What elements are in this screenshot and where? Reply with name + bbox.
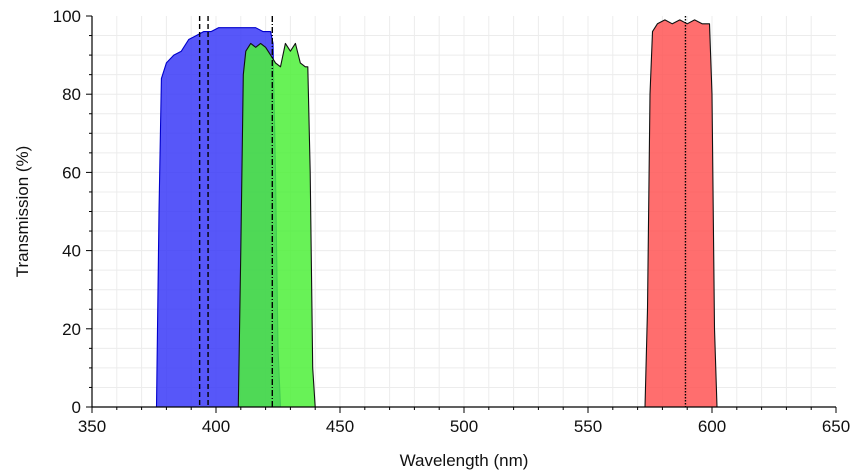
series-3-band <box>644 19 718 408</box>
x-tick-label: 600 <box>698 417 726 436</box>
y-tick-label: 60 <box>62 163 81 182</box>
x-tick-label: 650 <box>822 417 850 436</box>
x-axis-label: Wavelength (nm) <box>400 451 529 470</box>
series-2-band <box>237 42 316 408</box>
y-axis-label: Transmission (%) <box>13 146 32 278</box>
reference-lines <box>198 16 687 407</box>
x-tick-labels: 350 400 450 500 550 600 650 <box>78 417 850 436</box>
series-fills <box>155 19 718 408</box>
y-tick-label: 20 <box>62 320 81 339</box>
y-tick-label: 100 <box>53 7 81 26</box>
axes <box>86 15 837 413</box>
y-tick-labels: 0 20 40 60 80 100 <box>53 7 81 417</box>
y-tick-label: 40 <box>62 242 81 261</box>
x-tick-label: 550 <box>574 417 602 436</box>
x-tick-label: 400 <box>202 417 230 436</box>
x-tick-label: 350 <box>78 417 106 436</box>
x-tick-label: 500 <box>450 417 478 436</box>
y-tick-label: 0 <box>72 398 81 417</box>
y-tick-label: 80 <box>62 85 81 104</box>
x-tick-label: 450 <box>326 417 354 436</box>
